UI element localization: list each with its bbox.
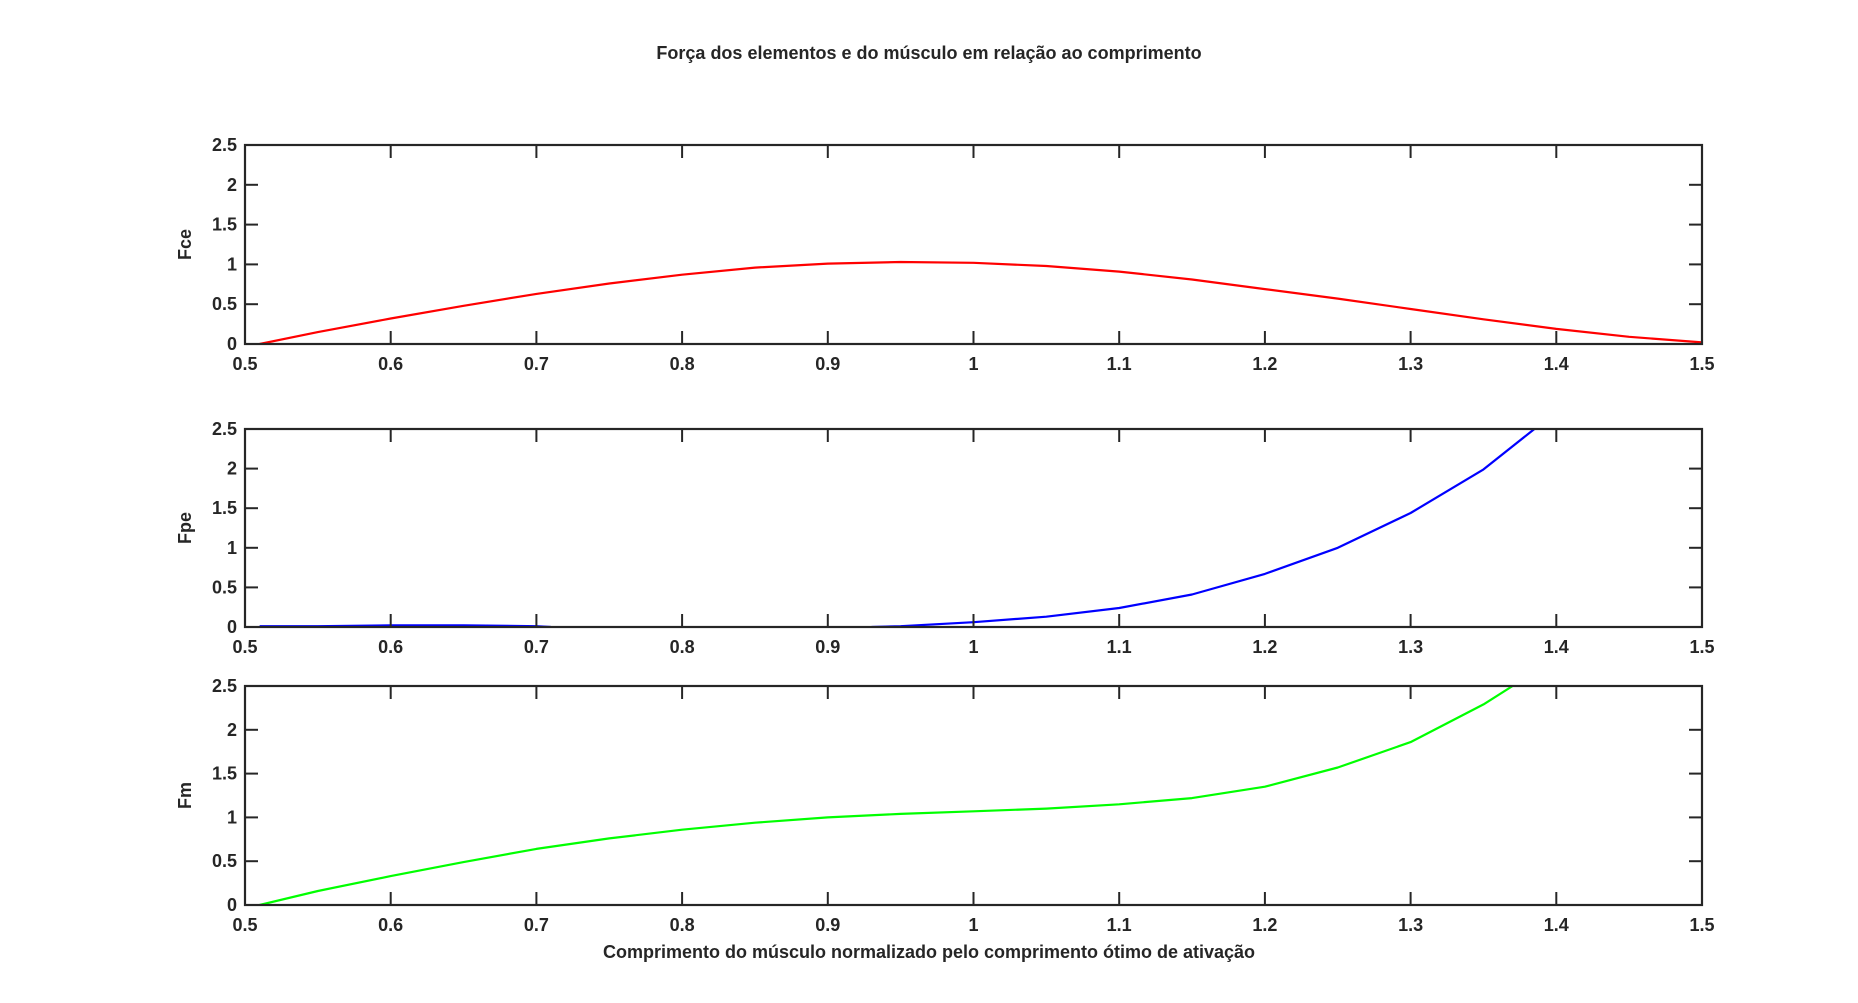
x-tick-label: 0.7 [524, 637, 549, 657]
y-tick-label: 2.5 [212, 676, 237, 696]
axes-layer: 0.5 0.6 0.7 0.8 0.9 1 1.1 1.2 1.3 1.4 1.500.511.52… [175, 135, 1715, 935]
y-tick-label: 0.5 [212, 577, 237, 597]
y-tick-label: 2 [227, 720, 237, 740]
x-tick-label: 1 [968, 354, 978, 374]
y-tick-label: 0.5 [212, 294, 237, 314]
subplot-2: 0.5 0.6 0.7 0.8 0.9 1 1.1 1.2 1.3 1.4 1.500.511.52… [175, 419, 1715, 657]
axes-box [243, 427, 1704, 629]
x-tick-label: 0.8 [670, 354, 695, 374]
y-tick-label: 1.5 [212, 215, 237, 235]
x-tick-label: 0.6 [378, 354, 403, 374]
x-tick-label: 1.2 [1252, 354, 1277, 374]
x-tick-label: 0.5 [232, 915, 257, 935]
subplot-1: 0.5 0.6 0.7 0.8 0.9 1 1.1 1.2 1.3 1.4 1.500.511.52… [175, 135, 1715, 374]
x-tick-label: 1.1 [1107, 637, 1132, 657]
x-tick-label: 0.9 [815, 354, 840, 374]
x-tick-label: 0.6 [378, 637, 403, 657]
x-tick-label: 1.1 [1107, 915, 1132, 935]
x-tick-label: 1.1 [1107, 354, 1132, 374]
y-axis-label: Fce [175, 229, 195, 260]
y-tick-label: 1 [227, 254, 237, 274]
y-tick-label: 0 [227, 617, 237, 637]
y-tick-label: 0 [227, 895, 237, 915]
figure-title: Força dos elementos e do músculo em rela… [656, 43, 1201, 63]
series-line-2-1-seg2 [871, 429, 1536, 627]
y-tick-label: 2.5 [212, 419, 237, 439]
y-axis-label: Fpe [175, 512, 195, 544]
x-tick-label: 0.8 [670, 637, 695, 657]
y-axis-label: Fm [175, 782, 195, 809]
y-tick-label: 1.5 [212, 764, 237, 784]
x-tick-label: 1.5 [1689, 915, 1714, 935]
x-tick-label: 0.6 [378, 915, 403, 935]
series-line-3-1 [259, 686, 1514, 905]
x-axis-label: Comprimento do músculo normalizado pelo … [603, 942, 1255, 962]
y-tick-label: 2.5 [212, 135, 237, 155]
x-tick-label: 1 [968, 637, 978, 657]
y-tick-label: 1 [227, 538, 237, 558]
series-line-1-1 [259, 260, 1702, 344]
subplot-3: 0.5 0.6 0.7 0.8 0.9 1 1.1 1.2 1.3 1.4 1.500.511.52… [175, 676, 1715, 935]
y-tick-label: 1.5 [212, 498, 237, 518]
x-tick-label: 1.4 [1544, 915, 1569, 935]
x-tick-label: 0.7 [524, 915, 549, 935]
x-tick-label: 0.5 [232, 637, 257, 657]
x-tick-label: 1.4 [1544, 354, 1569, 374]
axes-box [243, 143, 1704, 346]
x-tick-label: 0.9 [815, 915, 840, 935]
y-tick-label: 2 [227, 459, 237, 479]
axes-box [243, 684, 1704, 907]
x-tick-label: 1.3 [1398, 915, 1423, 935]
x-tick-label: 1.2 [1252, 637, 1277, 657]
x-tick-label: 1.4 [1544, 637, 1569, 657]
x-tick-label: 0.5 [232, 354, 257, 374]
x-tick-label: 0.9 [815, 637, 840, 657]
x-tick-label: 0.8 [670, 915, 695, 935]
x-tick-label: 1.2 [1252, 915, 1277, 935]
y-tick-label: 0 [227, 334, 237, 354]
x-tick-label: 1.5 [1689, 637, 1714, 657]
y-tick-label: 2 [227, 175, 237, 195]
y-tick-label: 1 [227, 807, 237, 827]
x-tick-label: 1 [968, 915, 978, 935]
y-tick-label: 0.5 [212, 851, 237, 871]
x-tick-label: 0.7 [524, 354, 549, 374]
x-tick-label: 1.3 [1398, 637, 1423, 657]
x-tick-label: 1.5 [1689, 354, 1714, 374]
x-tick-label: 1.3 [1398, 354, 1423, 374]
